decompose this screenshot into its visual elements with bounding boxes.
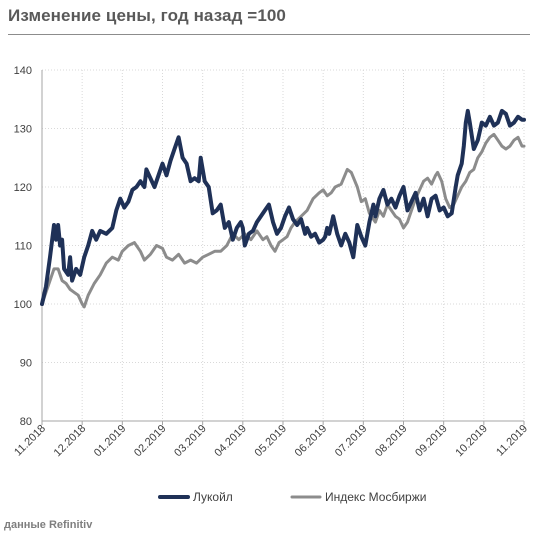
legend: Лукойл Индекс Мосбиржи [158,490,426,504]
x-tick-label: 07.2019 [333,423,370,460]
x-tick-label: 11.2019 [494,423,530,459]
x-tick-label: 09.2019 [413,423,450,460]
y-tick-label: 80 [20,416,32,428]
legend-label-lukoil: Лукойл [193,490,233,504]
axes-layer: 80 90 100 110 120 130 140 11.2018 12.2018 01.2019… [12,65,530,459]
data-source-note: данные Refinitiv [4,519,93,531]
chart-title: Изменение цены, год назад =100 [8,6,286,25]
title-divider [8,34,530,35]
series-line-lukoil [40,108,526,306]
x-tick-label: 11.2018 [12,423,48,459]
legend-label-moex-index: Индекс Мосбиржи [325,490,426,504]
y-tick-label: 90 [20,358,32,370]
x-tick-label: 05.2019 [253,423,290,460]
x-tick-label: 02.2019 [132,423,169,460]
x-tick-label: 08.2019 [373,423,410,460]
y-tick-label: 140 [14,65,32,77]
x-tick-label: 12.2018 [52,423,89,460]
y-tick-label: 100 [14,299,32,311]
x-tick-label: 06.2019 [293,423,330,460]
y-tick-label: 110 [14,241,32,253]
x-tick-label: 04.2019 [212,423,249,460]
x-tick-label: 10.2019 [453,423,490,460]
y-tick-label: 120 [14,182,32,194]
x-tick-label: 03.2019 [172,423,209,460]
series-line-moex-index [40,132,526,309]
x-tick-label: 01.2019 [92,423,129,460]
grid-layer [42,69,525,421]
y-tick-label: 130 [14,124,32,136]
series-layer [40,108,526,309]
